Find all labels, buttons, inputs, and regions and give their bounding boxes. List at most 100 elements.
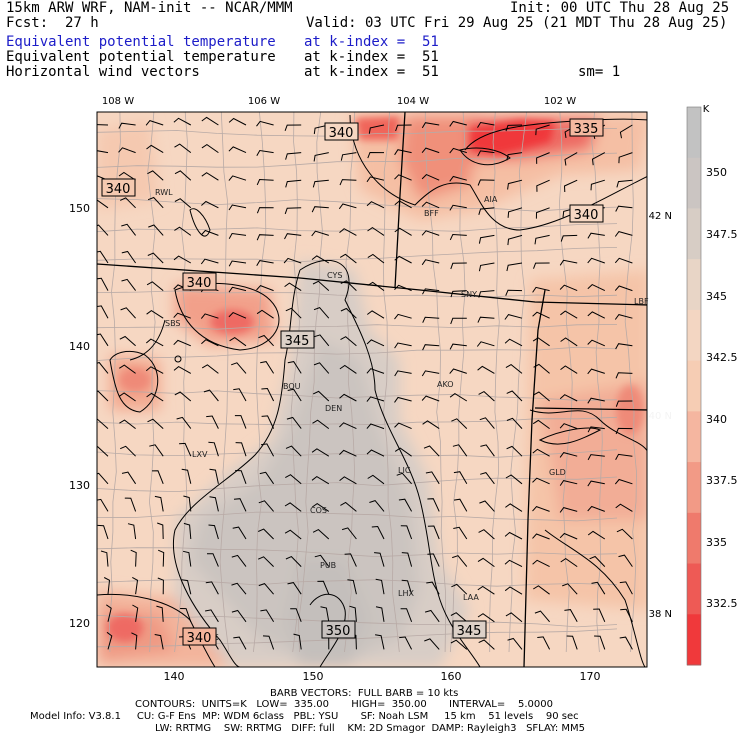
wind-barb (394, 447, 412, 457)
wind-barb (208, 524, 219, 540)
wind-barb (201, 200, 219, 209)
wind-barb (560, 365, 578, 374)
wind-barb (97, 333, 109, 347)
wind-barb (587, 480, 605, 487)
wind-barb (478, 529, 495, 540)
contour-label-box (182, 272, 217, 291)
wind-barb (587, 232, 605, 239)
wind-barb (421, 174, 440, 181)
wind-barb (615, 453, 633, 460)
wind-barb (339, 179, 357, 186)
wind-barb (200, 229, 219, 236)
wind-barb (478, 207, 495, 215)
wind-barb (375, 634, 385, 650)
wind-barb (205, 581, 219, 595)
wind-barb (120, 307, 136, 319)
wind-barb (368, 124, 385, 134)
field-3-name: Horizontal wind vectors (6, 64, 200, 80)
wind-barb (183, 522, 192, 540)
county-line (424, 112, 446, 653)
field-2-name: Equivalent potential temperature (6, 49, 276, 65)
wind-barb (233, 388, 247, 402)
wind-barb (426, 581, 440, 595)
wind-barb (506, 417, 523, 429)
station-label: BOU (283, 382, 301, 391)
station-label: RWL (155, 188, 173, 197)
wind-barb (399, 636, 413, 650)
wind-barb (504, 531, 523, 540)
colorbar-tick: 342.5 (706, 351, 738, 364)
colorbar-tick: 335 (706, 536, 727, 549)
wind-barb (146, 281, 164, 291)
contour-label: 340 (187, 631, 212, 646)
wind-barb (97, 250, 109, 264)
wind-barb (560, 557, 578, 568)
wind-barb (235, 442, 247, 457)
wind-barb (394, 422, 412, 430)
wind-barb (619, 581, 633, 595)
map-plot (97, 112, 647, 667)
contour-label-box (569, 118, 604, 137)
contour-label: 335 (574, 122, 599, 137)
forecast-label: Fcst: (6, 15, 49, 31)
wind-barb (121, 471, 137, 485)
wind-barb (427, 553, 440, 567)
contour-label: 340 (329, 126, 354, 141)
wind-barb (614, 314, 633, 320)
county-line (97, 416, 618, 426)
wind-barb (314, 334, 330, 347)
station-label: LHX (398, 589, 414, 598)
wind-barb (427, 525, 440, 540)
wind-barb (371, 525, 385, 540)
wind-barb (589, 555, 606, 567)
wind-barb (283, 257, 302, 264)
wind-barb (313, 307, 330, 319)
wind-barb (201, 143, 219, 154)
wind-barb (285, 556, 302, 567)
wind-barb (591, 581, 606, 595)
lon-label: 102 W (544, 96, 576, 107)
wind-barb (341, 527, 357, 540)
wind-barb (452, 555, 468, 567)
wind-barb (339, 449, 357, 457)
contour-label: 340 (187, 276, 212, 291)
wind-barb (532, 448, 550, 457)
colorbar-unit: K (703, 104, 710, 115)
wind-barb (231, 609, 247, 623)
wind-barb (615, 400, 633, 407)
wind-barb (233, 498, 247, 512)
wind-barb (234, 415, 247, 429)
wind-barb (367, 253, 385, 264)
wind-barb (449, 343, 467, 350)
wind-barb (449, 392, 468, 402)
wind-barb (615, 343, 633, 350)
wind-barb (312, 280, 330, 291)
wind-barb (559, 480, 578, 486)
wind-barb (293, 633, 302, 650)
wind-barb (287, 582, 302, 595)
wind-barb (173, 117, 192, 126)
wind-barb (506, 262, 523, 272)
wind-barb (587, 454, 605, 461)
wind-barb (422, 344, 440, 351)
wind-barb (533, 363, 550, 374)
wind-barb (449, 147, 467, 154)
wind-barb (231, 362, 247, 374)
wind-barb (228, 232, 247, 239)
wind-barb (421, 370, 440, 377)
field-1-name: Equivalent potential temperature (6, 34, 276, 50)
contour-label: 340 (574, 208, 599, 223)
station-label: COS (310, 506, 327, 515)
wind-barb (532, 533, 550, 540)
wind-barb (394, 255, 412, 264)
lat-label: 38 N (649, 609, 672, 620)
wind-barb (449, 368, 467, 374)
wind-barb (594, 635, 606, 650)
wind-barb (537, 636, 551, 650)
wind-barb (423, 445, 440, 457)
county-line (97, 346, 618, 361)
wind-barb (258, 583, 274, 595)
wind-barb (262, 635, 275, 650)
wind-barb (157, 577, 164, 595)
wind-barb (536, 152, 550, 164)
